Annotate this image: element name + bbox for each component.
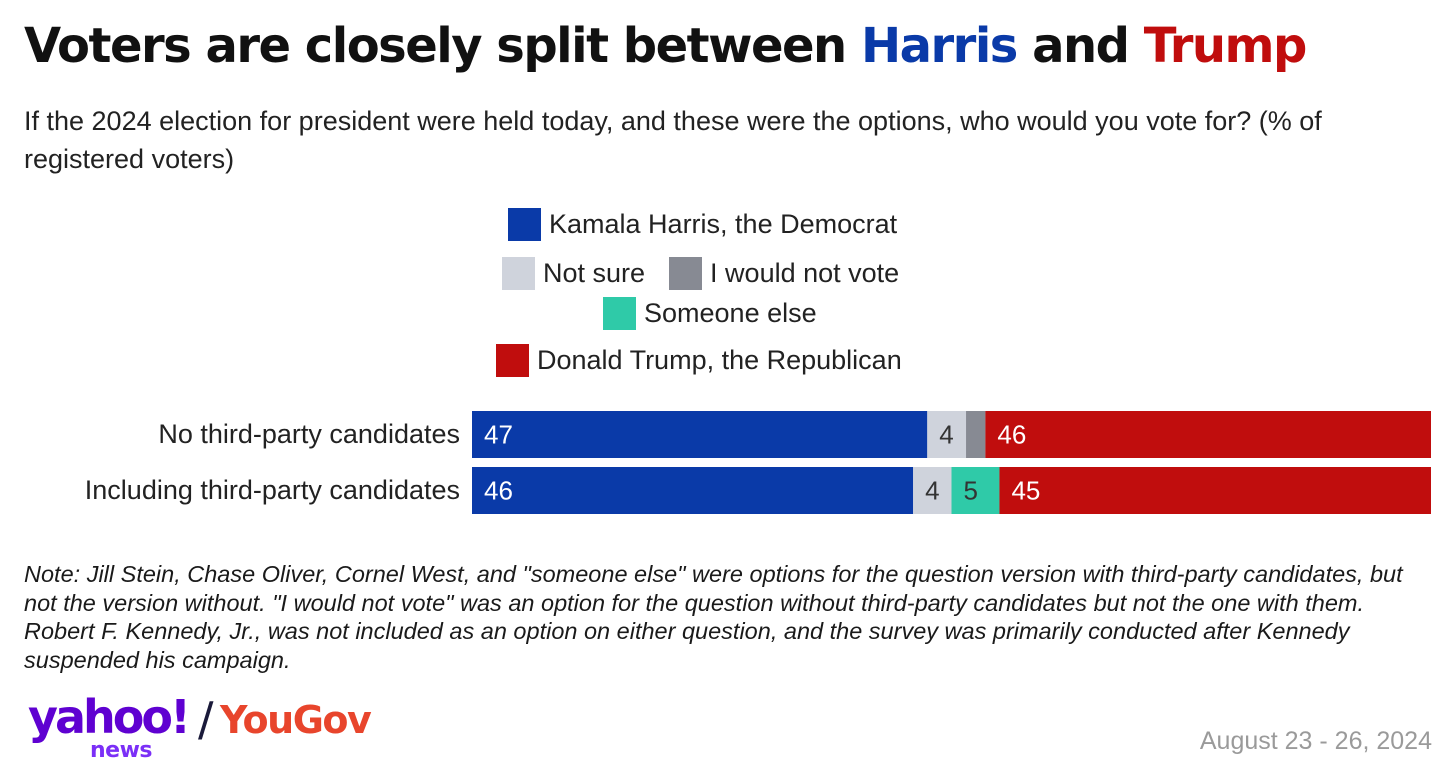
chart-subtitle: If the 2024 election for president were … (24, 106, 1322, 174)
bar-value-harris-row-2: 46 (484, 476, 513, 506)
legend-item-trump: Donald Trump, the Republican (496, 344, 902, 377)
yougov-logo-text: YouGov (220, 698, 372, 742)
legend-swatch-harris (508, 208, 541, 241)
bar-segment-not-sure-row-1 (927, 411, 967, 458)
bar-segment-someone-else-row-2 (951, 467, 1000, 514)
legend-item-someone-else: Someone else (603, 297, 817, 330)
bar-value-someone-else-row-2: 5 (964, 476, 978, 506)
survey-date: August 23 - 26, 2024 (1199, 727, 1432, 755)
legend-row-someone-else: Someone else (603, 297, 817, 330)
category-label-no-third-party: No third-party candidates (158, 419, 460, 449)
category-label-including-third-party: Including third-party candidates (84, 475, 460, 505)
legend-label-trump: Donald Trump, the Republican (537, 345, 902, 375)
chart-title: Voters are closely split between Harris … (24, 18, 1308, 74)
bar-value-not-sure-row-2: 4 (925, 476, 939, 506)
bar-segment-harris-row-1 (472, 411, 928, 458)
logo-slash: / (198, 692, 214, 746)
bar-segment-would-not-vote-row-1 (966, 411, 986, 458)
yahoo-yougov-logo: yahoo! news / YouGov (28, 690, 388, 770)
legend-swatch-trump (496, 344, 529, 377)
bar-value-not-sure-row-1: 4 (939, 420, 953, 450)
title-trump: Trump (1143, 18, 1308, 74)
title-middle: and (1016, 18, 1144, 74)
title-harris: Harris (860, 18, 1018, 74)
bar-value-harris-row-1: 47 (484, 420, 513, 450)
legend-swatch-would-not-vote (669, 257, 703, 290)
bar-segment-harris-row-2 (472, 467, 914, 514)
bar-value-trump-row-2: 45 (1011, 476, 1040, 506)
legend-label-someone-else: Someone else (644, 298, 817, 328)
legend-label-not-sure: Not sure (543, 258, 646, 288)
yahoo-logo-text: yahoo! (28, 690, 191, 744)
legend-item-not-sure: Not sure (502, 257, 645, 290)
legend-label-would-not-vote: I would not vote (710, 258, 900, 288)
legend-row-harris: Kamala Harris, the Democrat (508, 208, 897, 241)
bar-segment-trump-row-2 (999, 467, 1431, 514)
legend-item-would-not-vote: I would not vote (669, 257, 899, 290)
legend-swatch-someone-else (603, 297, 636, 330)
legend-row-trump: Donald Trump, the Republican (496, 344, 902, 377)
legend-row-other: Not sure I would not vote (502, 257, 899, 290)
bar-value-trump-row-1: 46 (997, 420, 1026, 450)
title-prefix: Voters are closely split between (24, 18, 861, 74)
bar-segment-not-sure-row-2 (913, 467, 952, 514)
legend-swatch-not-sure (502, 257, 535, 290)
legend-label-harris: Kamala Harris, the Democrat (549, 209, 898, 239)
legend-item-harris: Kamala Harris, the Democrat (508, 208, 897, 241)
bar-segment-trump-row-1 (985, 411, 1431, 458)
chart-note: Note: Jill Stein, Chase Oliver, Cornel W… (24, 561, 1403, 673)
news-logo-text: news (90, 738, 153, 763)
